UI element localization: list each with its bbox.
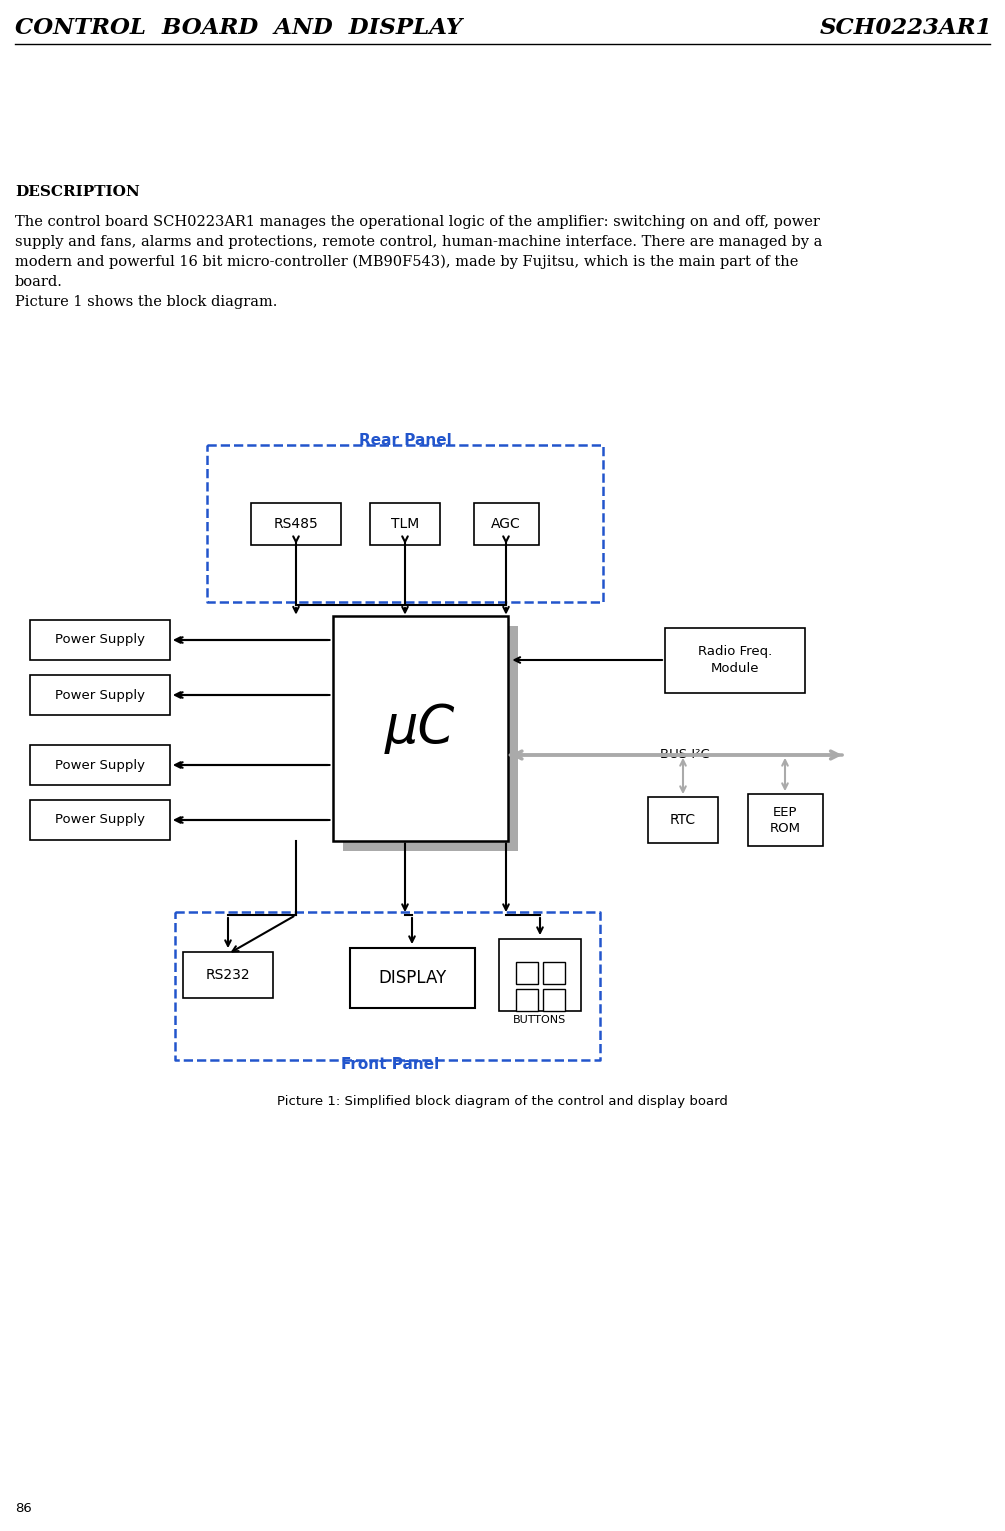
Bar bbox=[343, 626, 518, 851]
Text: DISPLAY: DISPLAY bbox=[378, 969, 446, 987]
Text: Power Supply: Power Supply bbox=[55, 758, 145, 772]
Text: Front Panel: Front Panel bbox=[341, 1056, 439, 1072]
Text: RS485: RS485 bbox=[273, 517, 319, 531]
Bar bbox=[473, 504, 539, 545]
Bar bbox=[543, 961, 565, 983]
Text: CONTROL  BOARD  AND  DISPLAY: CONTROL BOARD AND DISPLAY bbox=[15, 17, 462, 38]
Text: supply and fans, alarms and protections, remote control, human-machine interface: supply and fans, alarms and protections,… bbox=[15, 234, 822, 250]
Text: μC: μC bbox=[385, 703, 455, 753]
Text: Radio Freq.
Module: Radio Freq. Module bbox=[697, 646, 772, 675]
Text: AGC: AGC bbox=[491, 517, 521, 531]
Text: Rear Panel: Rear Panel bbox=[359, 433, 451, 449]
Text: Power Supply: Power Supply bbox=[55, 689, 145, 701]
Bar bbox=[183, 952, 273, 998]
Text: Power Supply: Power Supply bbox=[55, 813, 145, 827]
Bar bbox=[30, 675, 170, 715]
Bar bbox=[543, 989, 565, 1010]
Text: The control board SCH0223AR1 manages the operational logic of the amplifier: swi: The control board SCH0223AR1 manages the… bbox=[15, 214, 820, 230]
Bar bbox=[30, 746, 170, 785]
Text: TLM: TLM bbox=[391, 517, 419, 531]
Bar bbox=[333, 615, 508, 841]
Bar bbox=[350, 948, 474, 1007]
Text: BUS I²C: BUS I²C bbox=[660, 749, 710, 761]
Text: RTC: RTC bbox=[670, 813, 696, 827]
Bar bbox=[748, 795, 822, 847]
Bar bbox=[499, 939, 581, 1010]
Bar bbox=[516, 989, 538, 1010]
Text: Picture 1: Simplified block diagram of the control and display board: Picture 1: Simplified block diagram of t… bbox=[276, 1095, 728, 1108]
Bar bbox=[516, 961, 538, 983]
Text: 86: 86 bbox=[15, 1502, 32, 1516]
Bar bbox=[251, 504, 341, 545]
Text: SCH0223AR1: SCH0223AR1 bbox=[819, 17, 992, 38]
Text: Power Supply: Power Supply bbox=[55, 634, 145, 646]
Bar bbox=[648, 798, 718, 844]
Bar bbox=[30, 620, 170, 660]
Bar bbox=[370, 504, 440, 545]
Text: board.: board. bbox=[15, 276, 63, 289]
Text: DESCRIPTION: DESCRIPTION bbox=[15, 185, 140, 199]
Text: EEP
ROM: EEP ROM bbox=[770, 805, 801, 834]
Text: RS232: RS232 bbox=[206, 968, 250, 981]
Text: BUTTONS: BUTTONS bbox=[514, 1015, 567, 1024]
Bar bbox=[665, 628, 805, 692]
Bar bbox=[30, 801, 170, 841]
Text: Picture 1 shows the block diagram.: Picture 1 shows the block diagram. bbox=[15, 295, 277, 309]
Text: modern and powerful 16 bit micro-controller (MB90F543), made by Fujitsu, which i: modern and powerful 16 bit micro-control… bbox=[15, 256, 798, 269]
